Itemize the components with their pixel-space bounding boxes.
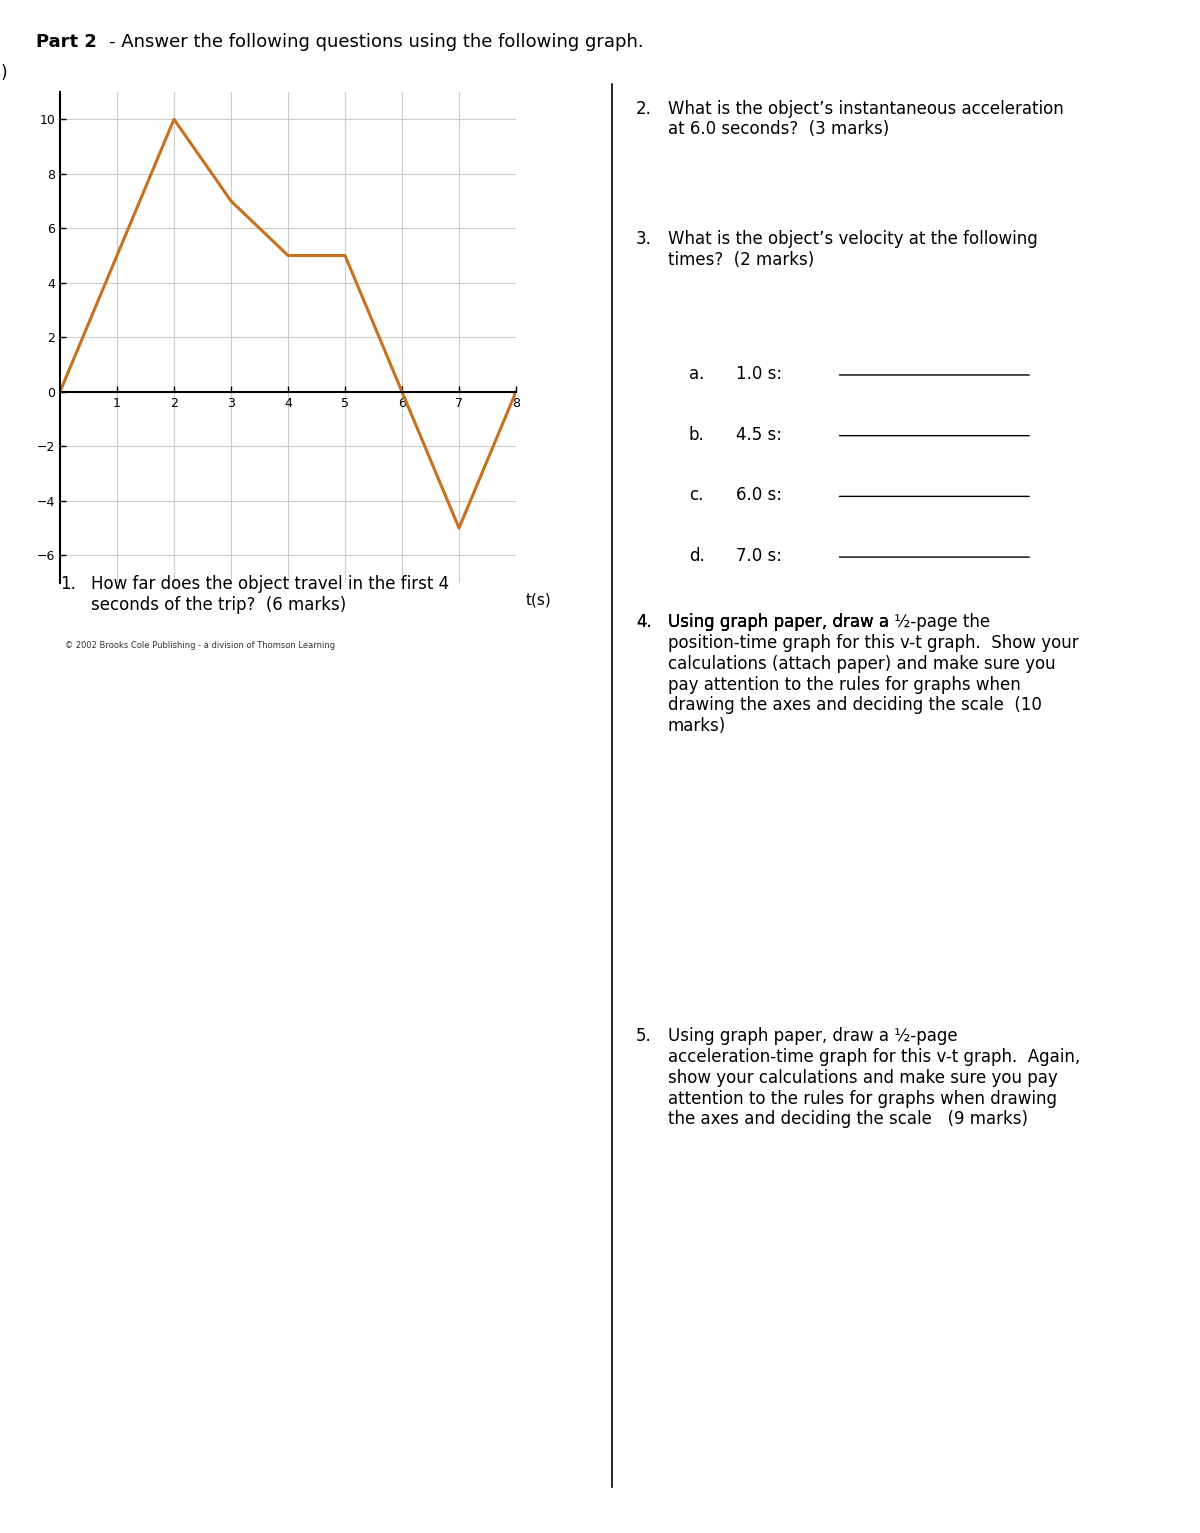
Text: Using graph paper, draw a ½-page the
position-time graph for this v-t graph.  Sh: Using graph paper, draw a ½-page the pos… <box>667 613 1079 736</box>
Text: 1.0 s:: 1.0 s: <box>737 365 782 383</box>
X-axis label: t(s): t(s) <box>526 592 552 607</box>
Text: Using graph paper, draw a ½-page
acceleration-time graph for this v-t graph.  Ag: Using graph paper, draw a ½-page acceler… <box>667 1027 1080 1128</box>
Text: - Answer the following questions using the following graph.: - Answer the following questions using t… <box>109 34 644 51</box>
Text: What is the object’s velocity at the following
times?  (2 marks): What is the object’s velocity at the fol… <box>667 230 1038 268</box>
Text: How far does the object travel in the first 4
seconds of the trip?  (6 marks): How far does the object travel in the fi… <box>91 575 449 613</box>
Text: 7.0 s:: 7.0 s: <box>737 547 782 566</box>
Text: b.: b. <box>689 426 704 443</box>
Text: a.: a. <box>689 365 704 383</box>
Text: 4.: 4. <box>636 613 652 632</box>
Text: What is the object’s instantaneous acceleration
at 6.0 seconds?  (3 marks): What is the object’s instantaneous accel… <box>667 100 1063 138</box>
Y-axis label: v (m/s): v (m/s) <box>0 64 7 83</box>
Text: d.: d. <box>689 547 704 566</box>
Text: 2.: 2. <box>636 100 652 118</box>
Text: Part 2: Part 2 <box>36 34 97 51</box>
Text: 1.: 1. <box>60 575 76 593</box>
Text: © 2002 Brooks Cole Publishing - a division of Thomson Learning: © 2002 Brooks Cole Publishing - a divisi… <box>65 641 335 650</box>
Text: 4.: 4. <box>636 613 652 632</box>
Text: Using graph paper, draw a: Using graph paper, draw a <box>667 613 894 632</box>
Text: 6.0 s:: 6.0 s: <box>737 486 782 504</box>
Text: 4.5 s:: 4.5 s: <box>737 426 782 443</box>
Text: c.: c. <box>689 486 703 504</box>
Text: 3.: 3. <box>636 230 652 248</box>
Text: Using graph paper, draw a: Using graph paper, draw a <box>667 613 894 632</box>
Text: 5.: 5. <box>636 1027 652 1046</box>
